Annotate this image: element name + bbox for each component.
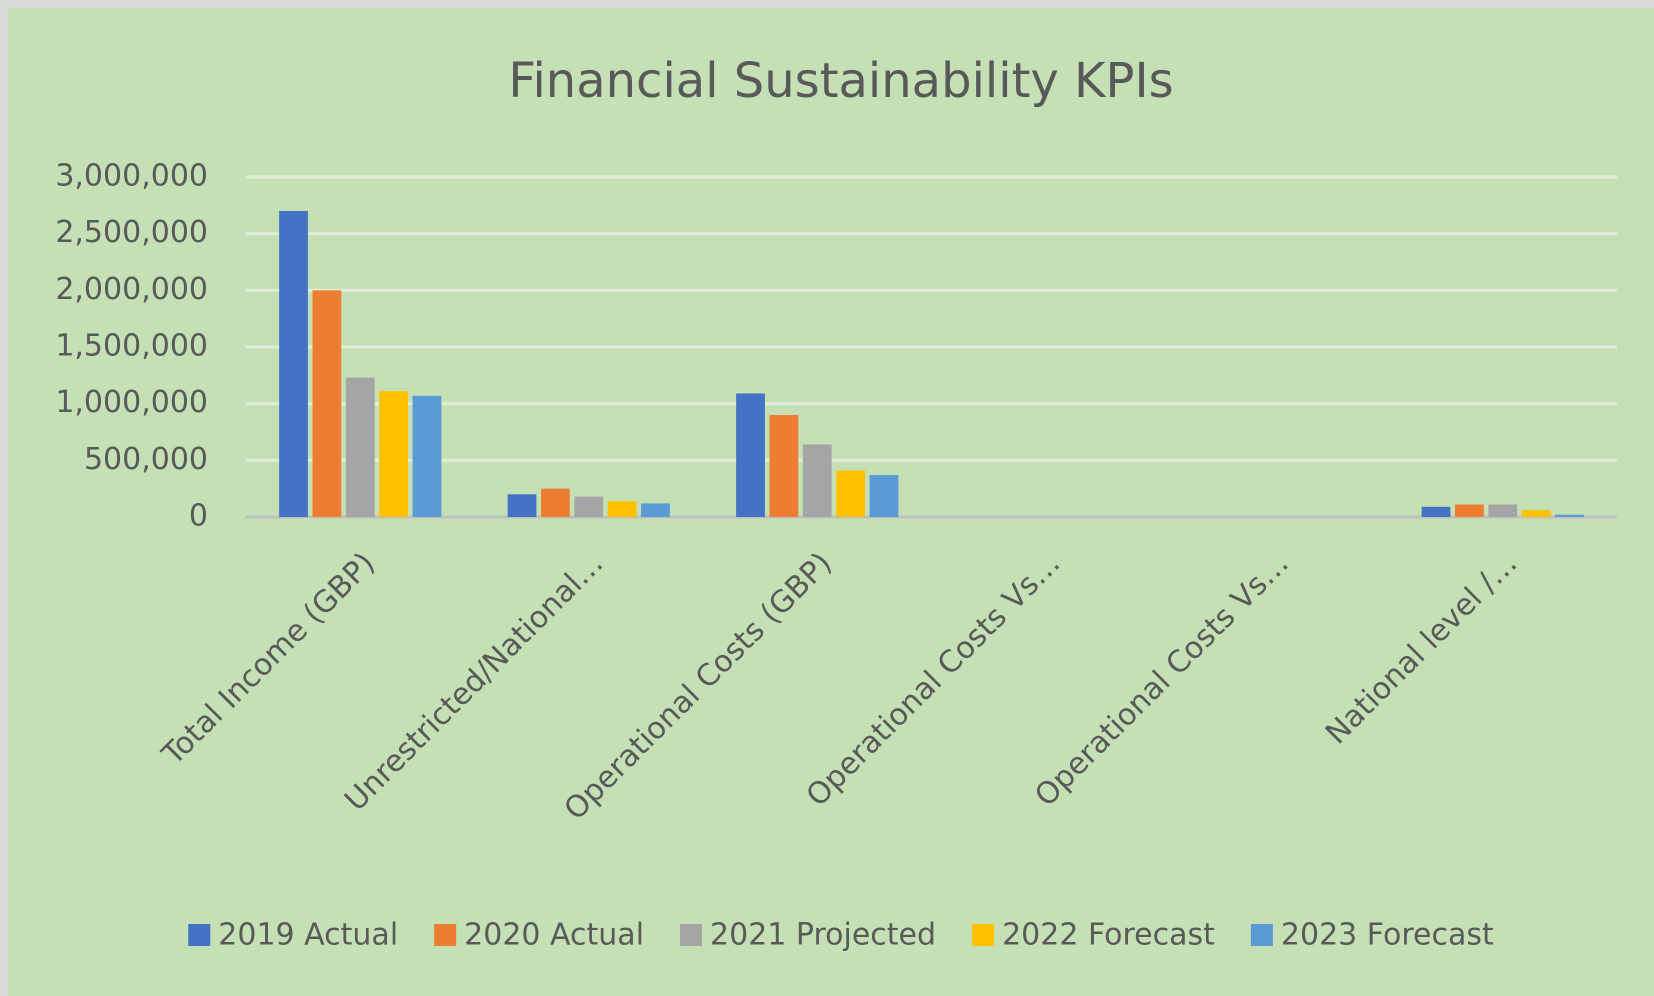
bar <box>802 444 832 517</box>
bar <box>312 290 342 517</box>
legend-swatch <box>680 924 703 946</box>
y-tick-label: 2,000,000 <box>55 272 208 307</box>
legend-label: 2023 Forecast <box>1281 918 1494 953</box>
legend-label: 2021 Projected <box>710 918 936 953</box>
y-tick-label: 2,500,000 <box>55 215 208 250</box>
bar <box>507 494 537 517</box>
bar <box>869 475 899 517</box>
bar <box>641 503 670 517</box>
bar <box>1555 514 1584 517</box>
bar <box>836 470 866 517</box>
bar <box>412 395 442 517</box>
legend-label: 2022 Forecast <box>1002 918 1215 953</box>
bar <box>769 415 799 517</box>
y-tick-label: 1,500,000 <box>55 329 208 364</box>
chart-title: Financial Sustainability KPIs <box>508 53 1173 109</box>
bar <box>574 496 604 517</box>
bar <box>540 488 570 517</box>
bar <box>607 501 637 517</box>
y-tick-label: 1,000,000 <box>55 385 208 420</box>
legend-label: 2019 Actual <box>218 918 398 953</box>
bar <box>379 391 409 517</box>
y-tick-label: 3,000,000 <box>55 159 208 194</box>
legend-swatch <box>188 924 211 946</box>
bar <box>1454 504 1484 517</box>
bar <box>1421 506 1451 517</box>
legend-swatch <box>1250 924 1273 946</box>
legend-label: 2020 Actual <box>464 918 644 953</box>
legend-swatch <box>972 924 995 946</box>
bar <box>279 211 308 517</box>
bar <box>1521 510 1551 517</box>
legend-swatch <box>434 924 457 946</box>
bar <box>1488 504 1518 517</box>
bar <box>345 377 375 517</box>
y-tick-label: 500,000 <box>84 442 208 477</box>
y-tick-label: 0 <box>189 499 208 534</box>
bar <box>736 393 765 517</box>
